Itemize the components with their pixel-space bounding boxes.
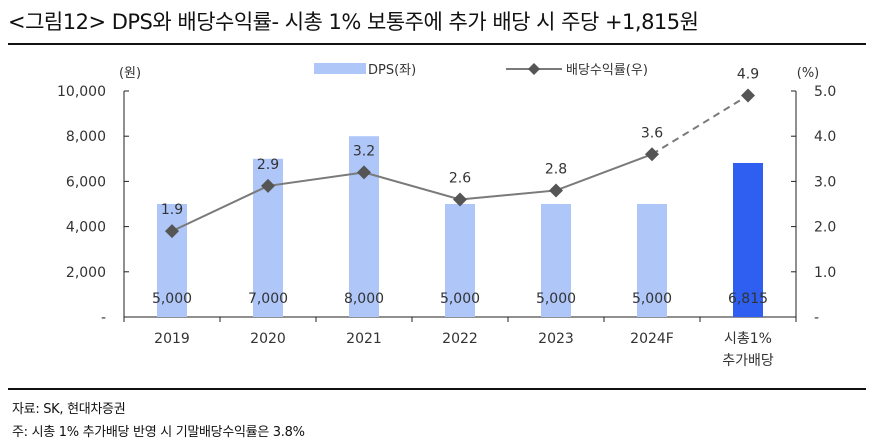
title-rule bbox=[8, 43, 866, 45]
dps-bar bbox=[733, 162, 763, 317]
legend-yield-marker bbox=[528, 63, 540, 75]
yield-marker bbox=[645, 147, 659, 162]
legend-dps-label: DPS(좌) bbox=[368, 63, 416, 78]
left-tick-label: 8,000 bbox=[66, 129, 106, 145]
x-tick-label: 2023 bbox=[538, 331, 574, 347]
left-tick-label: 4,000 bbox=[66, 220, 106, 236]
right-tick-label: 5.0 bbox=[814, 84, 836, 100]
dps-bar bbox=[157, 204, 187, 317]
x-tick-label: 2021 bbox=[346, 331, 382, 347]
dps-data-label: 8,000 bbox=[344, 291, 384, 307]
x-tick-label-line: 2022 bbox=[442, 331, 478, 347]
x-tick-label-line: 2019 bbox=[154, 331, 190, 347]
yield-marker bbox=[165, 224, 179, 239]
x-tick-label-line: 시총1% bbox=[724, 331, 772, 347]
right-tick-label: 4.0 bbox=[814, 129, 836, 145]
right-tick-label: - bbox=[814, 310, 819, 326]
dps-data-label: 5,000 bbox=[632, 291, 672, 307]
yield-marker bbox=[741, 88, 755, 103]
yield-data-label: 2.8 bbox=[545, 161, 567, 177]
x-tick-label-line: 추가배당 bbox=[722, 353, 774, 369]
left-tick-label: 2,000 bbox=[66, 265, 106, 281]
x-tick-label: 2022 bbox=[442, 331, 478, 347]
yield-marker bbox=[357, 165, 371, 180]
dps-data-label: 5,000 bbox=[536, 291, 576, 307]
yield-line-dashed bbox=[651, 94, 749, 156]
dps-data-label: 5,000 bbox=[152, 291, 192, 307]
legend-yield-label: 배당수익률(우) bbox=[566, 63, 648, 78]
footnote: 주: 시총 1% 추가배당 반영 시 기말배당수익률은 3.8% bbox=[12, 425, 305, 440]
x-tick-label-line: 2024F bbox=[630, 331, 674, 347]
x-tick-label: 2024F bbox=[630, 331, 674, 347]
x-tick-label: 시총1% 추가배당 bbox=[722, 331, 774, 369]
footer-rule bbox=[8, 388, 866, 390]
left-tick-label: - bbox=[101, 310, 106, 326]
dps-data-label: 5,000 bbox=[440, 291, 480, 307]
yield-data-label: 2.9 bbox=[257, 157, 279, 173]
yield-data-label: 1.9 bbox=[161, 202, 183, 218]
x-tick-label: 2019 bbox=[154, 331, 190, 347]
yield-data-label: 3.6 bbox=[641, 125, 663, 141]
left-unit-label: (원) bbox=[119, 66, 141, 81]
left-tick-label: 10,000 bbox=[57, 84, 106, 100]
yield-data-label: 2.6 bbox=[449, 170, 471, 186]
right-unit-label: (%) bbox=[797, 66, 820, 81]
yield-marker bbox=[549, 183, 563, 198]
yield-data-label: 4.9 bbox=[737, 67, 759, 83]
dps-data-label: 7,000 bbox=[248, 291, 288, 307]
dps-data-label: 6,815 bbox=[728, 291, 768, 307]
chart-title: <그림12> DPS와 배당수익률- 시총 1% 보통주에 추가 배당 시 주당… bbox=[8, 10, 699, 34]
dps-bar bbox=[637, 204, 667, 317]
right-tick-label: 1.0 bbox=[814, 265, 836, 281]
yield-marker bbox=[453, 192, 467, 207]
left-tick-label: 6,000 bbox=[66, 174, 106, 190]
yield-line-solid bbox=[171, 153, 653, 233]
source-note: 자료: SK, 현대차증권 bbox=[12, 402, 126, 417]
yield-marker bbox=[261, 178, 275, 193]
yield-data-label: 3.2 bbox=[353, 143, 375, 159]
x-tick-label-line: 2021 bbox=[346, 331, 382, 347]
right-tick-label: 2.0 bbox=[814, 220, 836, 236]
legend-dps-swatch bbox=[314, 63, 366, 74]
dps-bar bbox=[541, 204, 571, 317]
chart: - 2,000 4,000 6,000 8,000 10,000 - 1.0 2.0 3.0 4.0… bbox=[57, 63, 836, 369]
x-tick-label: 2020 bbox=[250, 331, 286, 347]
dps-bar bbox=[349, 136, 379, 317]
right-tick-label: 3.0 bbox=[814, 174, 836, 190]
x-tick-label-line: 2023 bbox=[538, 331, 574, 347]
dps-bar bbox=[445, 204, 475, 317]
x-tick-label-line: 2020 bbox=[250, 331, 286, 347]
